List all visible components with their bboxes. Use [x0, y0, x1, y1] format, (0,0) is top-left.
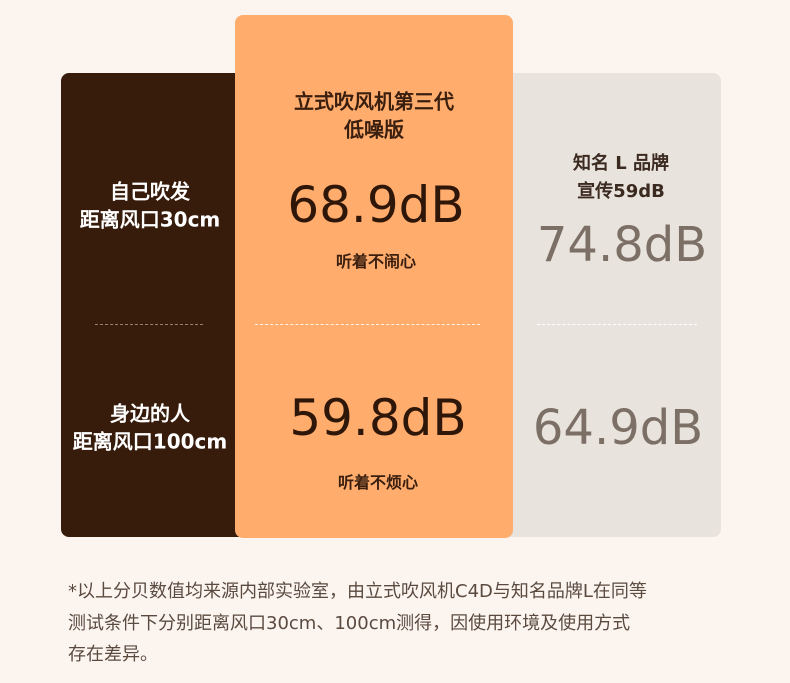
- label-panel: [61, 73, 261, 537]
- footnote: 测试条件下分别距离风口30cm、100cm测得，因使用环境及使用方式: [68, 613, 631, 634]
- product-value: 68.9dB: [287, 176, 465, 234]
- row-label: 距离风口100cm: [72, 429, 228, 454]
- product-title: 低噪版: [344, 117, 404, 142]
- competitor-title: 知名 L 品牌: [572, 153, 670, 174]
- competitor-title: 宣传59dB: [577, 181, 665, 202]
- divider: [537, 324, 697, 325]
- divider: [95, 324, 203, 325]
- competitor-value: 64.9dB: [532, 400, 704, 456]
- competitor-value: 74.8dB: [536, 217, 708, 273]
- row-label: 身边的人: [110, 401, 190, 426]
- product-value: 59.8dB: [289, 389, 467, 447]
- row-label: 自己吹发: [110, 179, 190, 204]
- product-title: 立式吹风机第三代: [294, 89, 454, 114]
- footnote: 存在差异。: [68, 644, 158, 665]
- row-label: 距离风口30cm: [79, 207, 221, 232]
- competitor-panel: [490, 73, 721, 537]
- product-panel: [235, 15, 513, 538]
- divider: [255, 324, 480, 325]
- product-note: 听着不闹心: [335, 252, 417, 271]
- footnote: *以上分贝数值均来源内部实验室，由立式吹风机C4D与知名品牌L在同等: [68, 581, 647, 602]
- product-note: 听着不烦心: [337, 473, 419, 492]
